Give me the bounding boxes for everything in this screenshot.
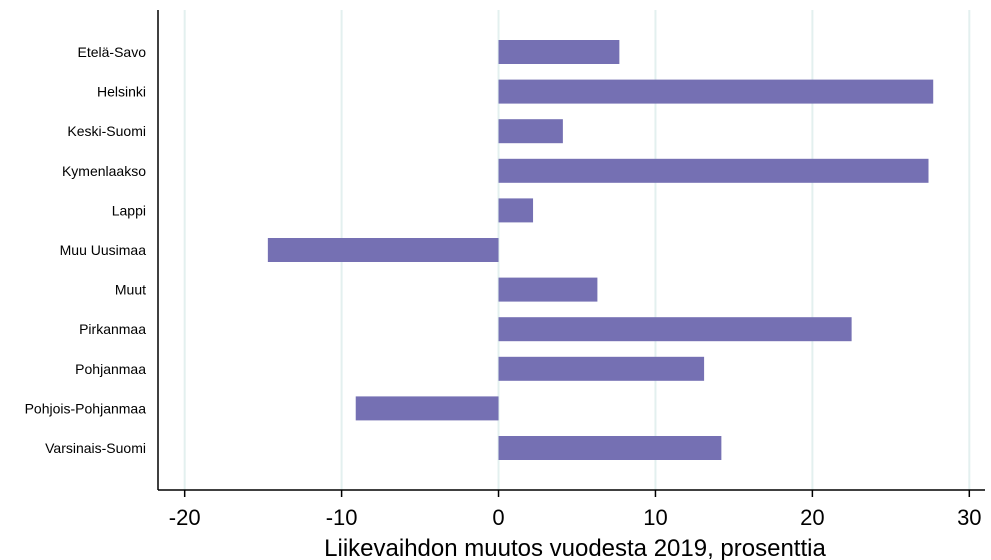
bar <box>498 79 934 104</box>
category-label: Etelä-Savo <box>78 44 147 60</box>
category-label: Kymenlaakso <box>62 163 146 179</box>
category-label: Keski-Suomi <box>67 123 146 139</box>
bar <box>498 158 929 183</box>
category-label: Muu Uusimaa <box>60 242 147 258</box>
bar <box>498 317 852 342</box>
category-label: Pohjois-Pohjanmaa <box>25 400 147 416</box>
category-labels: Etelä-Savo Helsinki Keski-Suomi Kymenlaakso… <box>25 44 147 456</box>
bar <box>355 396 499 421</box>
bar <box>498 356 705 381</box>
x-tick-label: 0 <box>492 505 504 530</box>
bar <box>498 198 534 223</box>
bars <box>267 40 934 460</box>
x-tick-label: -10 <box>326 505 358 530</box>
category-label: Muut <box>115 282 146 298</box>
axes <box>157 10 985 491</box>
category-label: Pirkanmaa <box>79 321 146 337</box>
category-label: Helsinki <box>97 84 146 100</box>
bar <box>498 119 563 144</box>
x-axis-title: Liikevaihdon muutos vuodesta 2019, prose… <box>324 535 826 560</box>
x-tick-label: 30 <box>957 505 981 530</box>
x-tick-label: 20 <box>800 505 824 530</box>
bar <box>498 436 722 460</box>
x-ticks: -20 -10 0 10 20 30 <box>169 490 982 530</box>
bar <box>498 40 620 64</box>
category-label: Pohjanmaa <box>75 361 146 377</box>
category-label: Lappi <box>112 202 146 218</box>
x-tick-label: -20 <box>169 505 201 530</box>
category-label: Varsinais-Suomi <box>45 440 146 456</box>
bar <box>267 238 499 262</box>
x-tick-label: 10 <box>643 505 667 530</box>
bar <box>498 277 598 302</box>
